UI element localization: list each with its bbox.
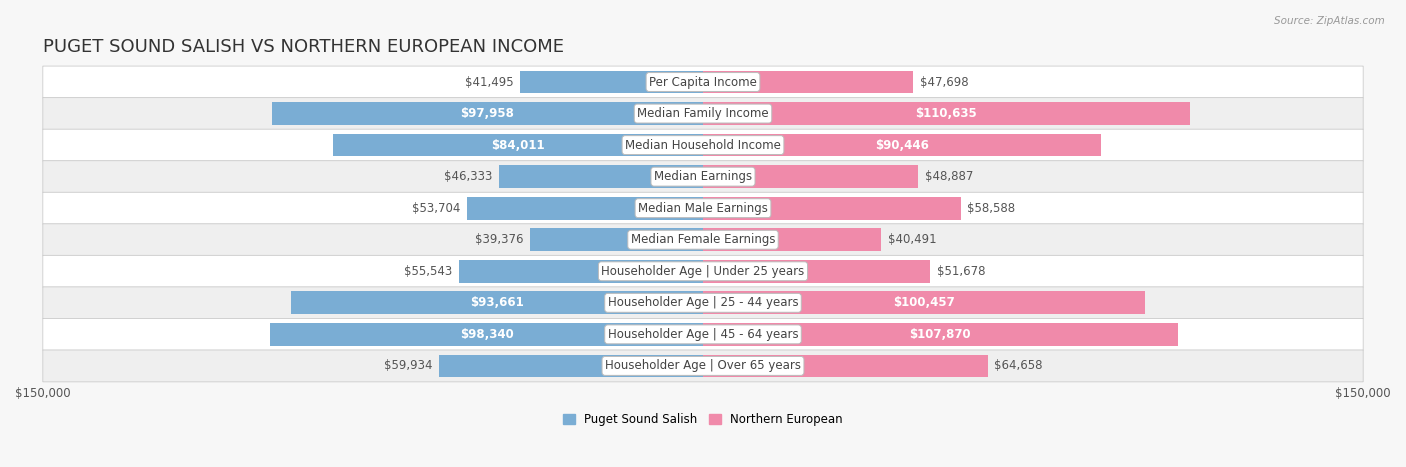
Bar bbox=[499, 165, 703, 188]
Bar bbox=[467, 197, 703, 219]
Text: $110,635: $110,635 bbox=[915, 107, 977, 120]
Text: Median Household Income: Median Household Income bbox=[626, 139, 780, 152]
Bar bbox=[270, 323, 703, 346]
Text: $46,333: $46,333 bbox=[444, 170, 492, 183]
Text: Householder Age | 25 - 44 years: Householder Age | 25 - 44 years bbox=[607, 297, 799, 309]
Bar bbox=[703, 323, 1178, 346]
FancyBboxPatch shape bbox=[42, 192, 1364, 224]
Text: $98,340: $98,340 bbox=[460, 328, 513, 341]
Text: $59,934: $59,934 bbox=[384, 360, 433, 372]
Text: $47,698: $47,698 bbox=[920, 76, 969, 89]
Text: $55,543: $55,543 bbox=[404, 265, 451, 278]
Text: $53,704: $53,704 bbox=[412, 202, 460, 215]
Text: PUGET SOUND SALISH VS NORTHERN EUROPEAN INCOME: PUGET SOUND SALISH VS NORTHERN EUROPEAN … bbox=[42, 38, 564, 57]
Bar bbox=[703, 260, 931, 283]
Text: Householder Age | Over 65 years: Householder Age | Over 65 years bbox=[605, 360, 801, 372]
Legend: Puget Sound Salish, Northern European: Puget Sound Salish, Northern European bbox=[562, 413, 844, 426]
Text: Householder Age | 45 - 64 years: Householder Age | 45 - 64 years bbox=[607, 328, 799, 341]
Text: $39,376: $39,376 bbox=[475, 233, 523, 246]
Bar bbox=[703, 71, 912, 93]
Text: Householder Age | Under 25 years: Householder Age | Under 25 years bbox=[602, 265, 804, 278]
Text: $97,958: $97,958 bbox=[461, 107, 515, 120]
FancyBboxPatch shape bbox=[42, 255, 1364, 287]
Text: Median Earnings: Median Earnings bbox=[654, 170, 752, 183]
FancyBboxPatch shape bbox=[42, 98, 1364, 129]
Bar bbox=[271, 102, 703, 125]
FancyBboxPatch shape bbox=[42, 350, 1364, 382]
Bar bbox=[703, 354, 987, 377]
Text: $84,011: $84,011 bbox=[491, 139, 546, 152]
Bar bbox=[291, 291, 703, 314]
Text: $41,495: $41,495 bbox=[465, 76, 513, 89]
Text: $93,661: $93,661 bbox=[470, 297, 524, 309]
Bar bbox=[703, 102, 1189, 125]
Text: $64,658: $64,658 bbox=[994, 360, 1043, 372]
Text: $58,588: $58,588 bbox=[967, 202, 1015, 215]
FancyBboxPatch shape bbox=[42, 287, 1364, 319]
Text: $48,887: $48,887 bbox=[925, 170, 973, 183]
Bar bbox=[703, 197, 960, 219]
Bar bbox=[703, 291, 1144, 314]
FancyBboxPatch shape bbox=[42, 66, 1364, 98]
Bar bbox=[703, 134, 1101, 156]
Bar bbox=[439, 354, 703, 377]
Text: $90,446: $90,446 bbox=[875, 139, 929, 152]
FancyBboxPatch shape bbox=[42, 129, 1364, 161]
Bar bbox=[703, 165, 918, 188]
Text: $51,678: $51,678 bbox=[936, 265, 986, 278]
Text: $40,491: $40,491 bbox=[887, 233, 936, 246]
Text: Source: ZipAtlas.com: Source: ZipAtlas.com bbox=[1274, 16, 1385, 26]
Bar bbox=[458, 260, 703, 283]
FancyBboxPatch shape bbox=[42, 318, 1364, 350]
Text: Median Family Income: Median Family Income bbox=[637, 107, 769, 120]
Bar bbox=[520, 71, 703, 93]
Bar bbox=[333, 134, 703, 156]
FancyBboxPatch shape bbox=[42, 161, 1364, 192]
Text: Median Male Earnings: Median Male Earnings bbox=[638, 202, 768, 215]
Bar bbox=[703, 228, 882, 251]
Text: $100,457: $100,457 bbox=[893, 297, 955, 309]
Text: $107,870: $107,870 bbox=[910, 328, 972, 341]
FancyBboxPatch shape bbox=[42, 224, 1364, 255]
Bar bbox=[530, 228, 703, 251]
Text: Per Capita Income: Per Capita Income bbox=[650, 76, 756, 89]
Text: Median Female Earnings: Median Female Earnings bbox=[631, 233, 775, 246]
